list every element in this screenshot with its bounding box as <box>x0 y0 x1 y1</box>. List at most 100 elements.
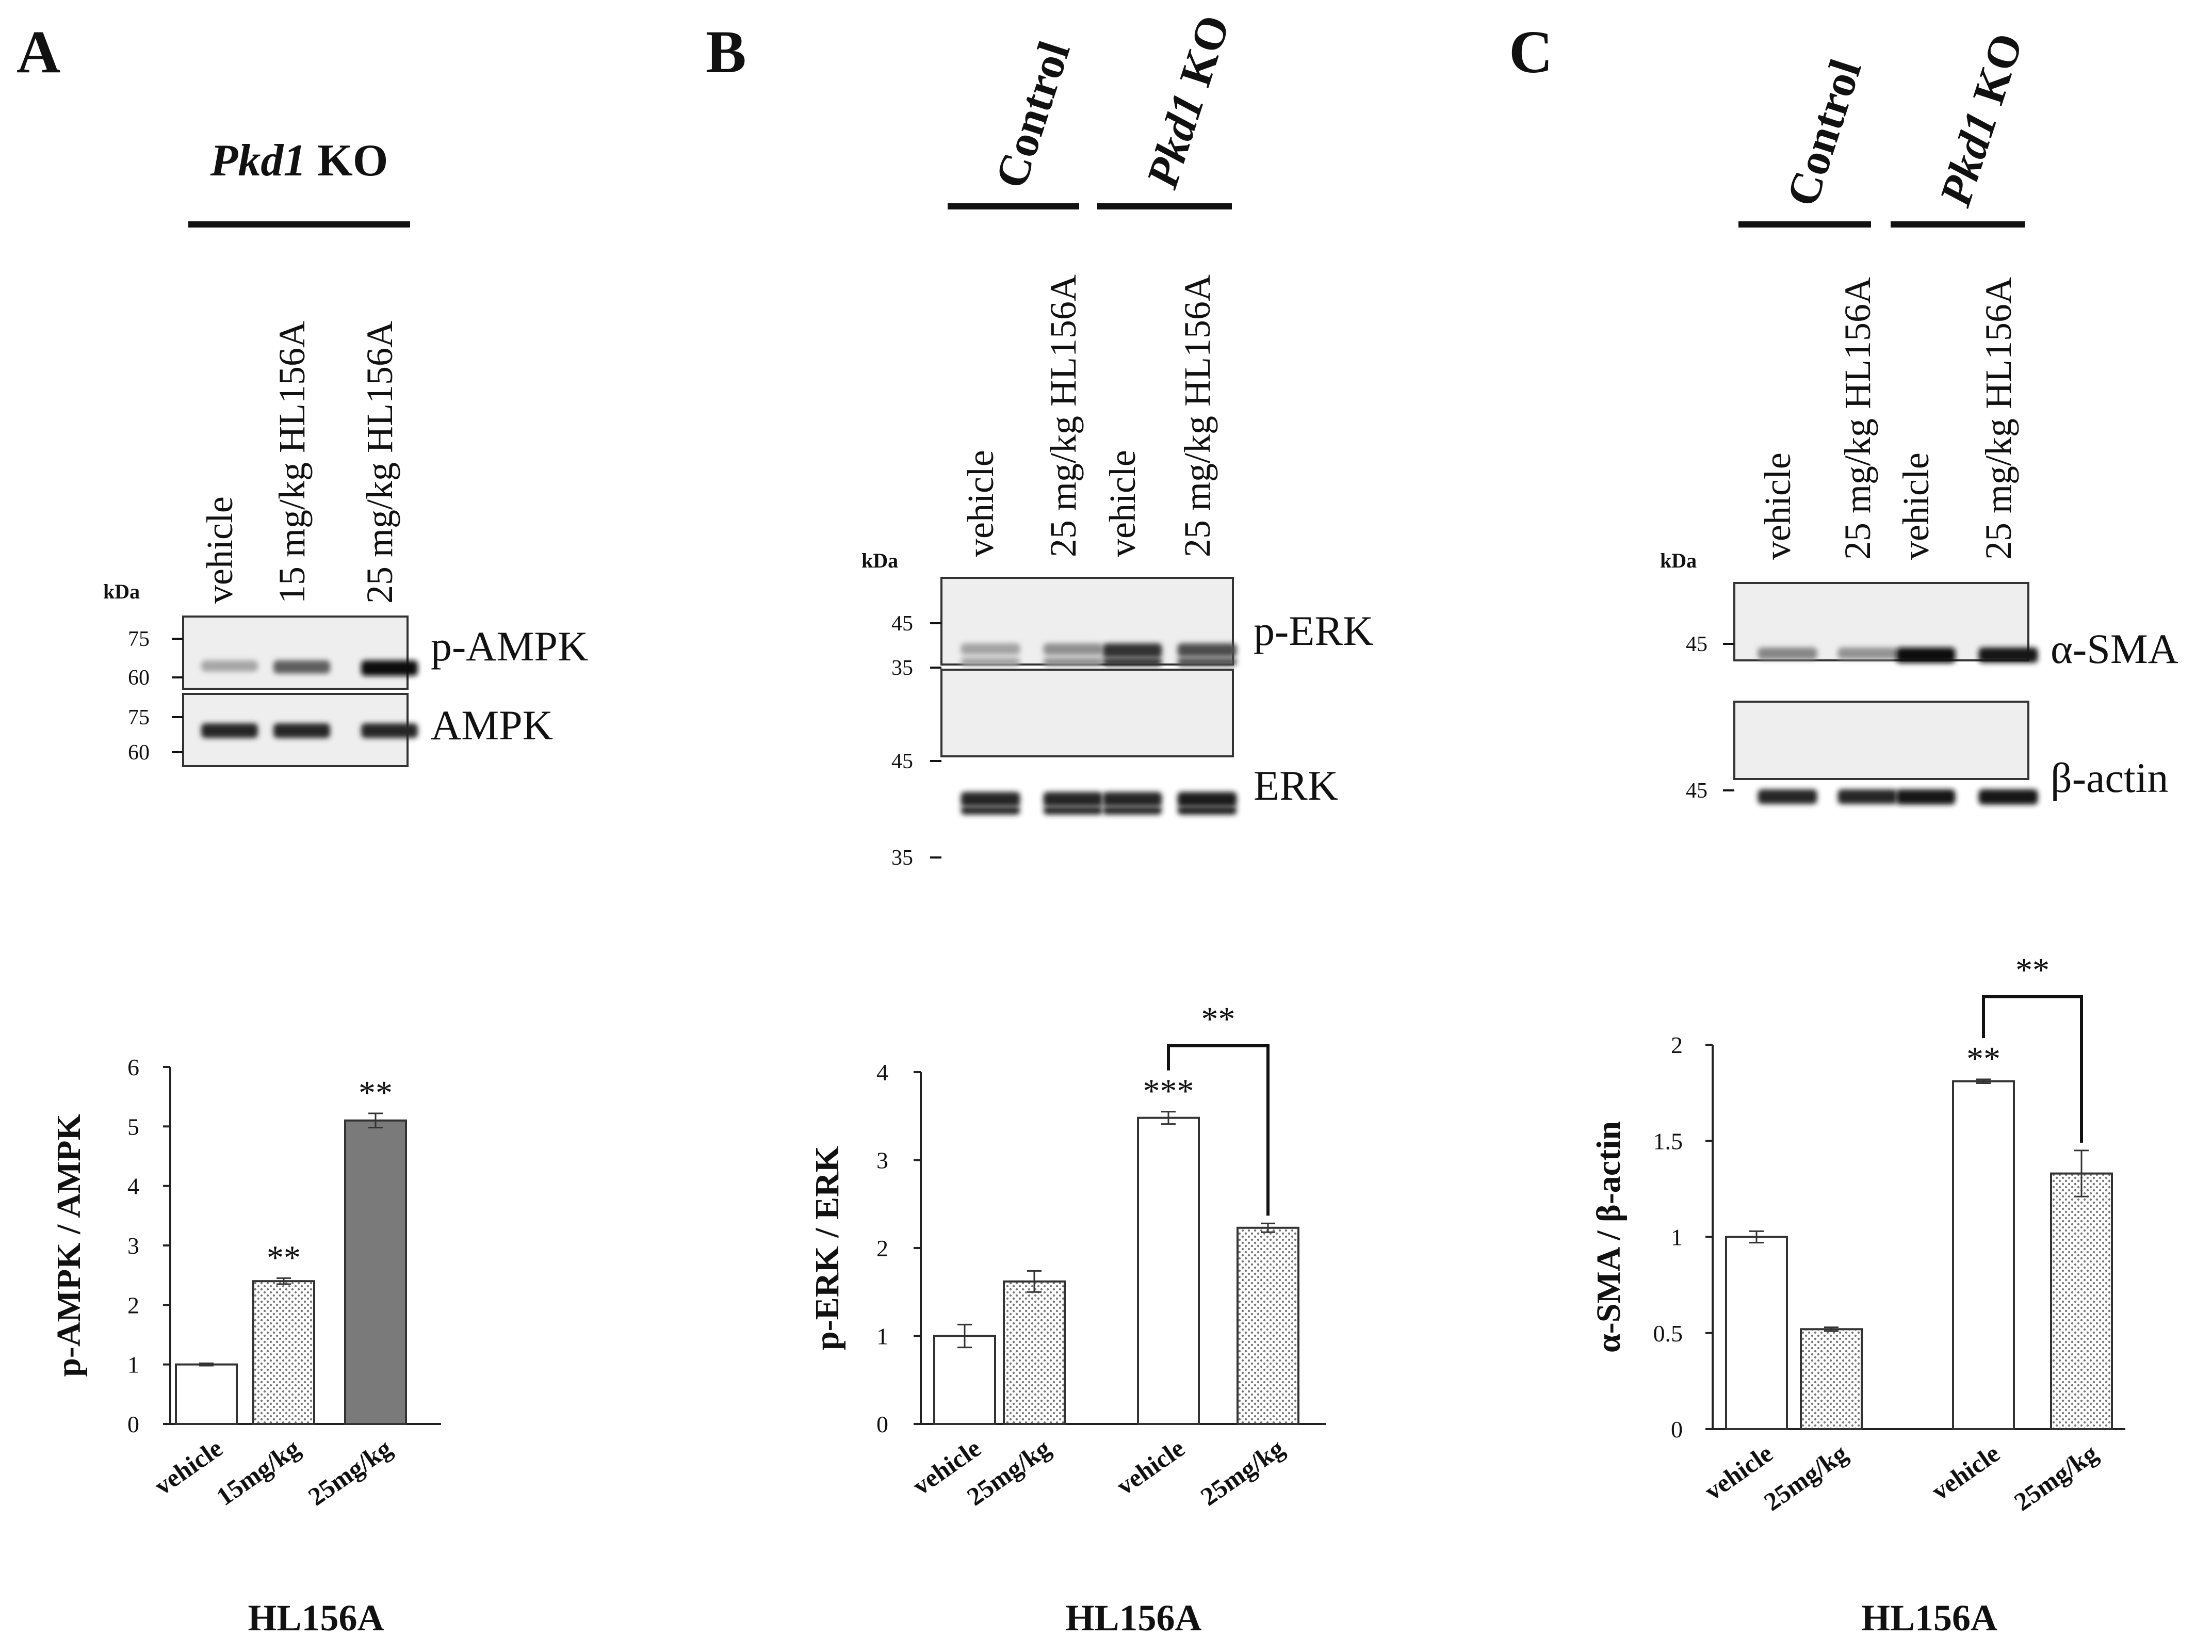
y-tick-label: 3 <box>876 1147 888 1174</box>
blot-band <box>1177 643 1237 657</box>
mw-marker: 45 <box>891 750 913 773</box>
y-axis-title: α-SMA / β-actin <box>1590 1121 1628 1353</box>
protein-label: p-ERK <box>1254 607 1373 654</box>
comparison-bracket <box>1982 995 2083 1143</box>
category-label: vehicle <box>1926 1438 2005 1505</box>
group-label-text: Control <box>1777 54 1871 212</box>
blot-band <box>1043 643 1103 655</box>
bar <box>933 1335 996 1425</box>
bar <box>1237 1226 1299 1425</box>
category-label: 25mg/kg <box>1759 1438 1852 1516</box>
mw-marker: 75 <box>128 627 150 651</box>
bar <box>1800 1328 1863 1431</box>
lane-label: 15 mg/kg HL156A <box>271 321 313 604</box>
blot-band <box>1758 647 1817 660</box>
category-label: 25mg/kg <box>303 1433 397 1511</box>
blot-band <box>1837 647 1897 659</box>
blot-band <box>1978 647 2038 663</box>
blot-panel-a: Pkd1 KO vehicle 15 mg/kg HL156A 25 mg/kg HL… <box>103 136 588 767</box>
category-label: 25mg/kg <box>1195 1433 1289 1511</box>
y-tick-label: 1 <box>876 1323 888 1350</box>
y-tick-label: 0 <box>1671 1416 1683 1443</box>
blot-band <box>1177 658 1237 666</box>
blot-band <box>1043 806 1103 815</box>
y-tick-label: 1.5 <box>1653 1128 1683 1154</box>
blot-band <box>201 723 258 738</box>
lane-label: 25 mg/kg HL156A <box>1837 277 1878 560</box>
y-tick-label: 5 <box>127 1113 139 1140</box>
significance-label: ** <box>1966 1040 2000 1078</box>
y-tick-label: 2 <box>1671 1032 1683 1058</box>
bar <box>2050 1172 2113 1430</box>
group-label-italic: Pkd1 <box>1137 88 1214 195</box>
group-label: Pkd1 KO <box>210 136 388 186</box>
y-tick-label: 4 <box>876 1059 888 1086</box>
significance-label: ** <box>267 1239 301 1276</box>
mw-marker: 35 <box>891 656 913 680</box>
y-tick-label: 1 <box>1671 1224 1683 1251</box>
y-tick-label: 2 <box>127 1292 139 1318</box>
bar <box>1725 1236 1788 1430</box>
y-tick-label: 1 <box>127 1352 139 1378</box>
mw-marker: 35 <box>891 846 913 870</box>
blot-band <box>1043 658 1103 666</box>
group-label-italic: Pkd1 <box>1930 106 2007 213</box>
lane-label: vehicle <box>1757 452 1798 560</box>
bracket-significance: ** <box>1201 1000 1235 1038</box>
y-tick-label: 4 <box>127 1173 139 1200</box>
y-tick-label: 3 <box>127 1233 139 1259</box>
y-axis-title: p-AMPK / AMPK <box>50 1114 88 1377</box>
y-tick-label: 0.5 <box>1653 1320 1683 1347</box>
category-label: vehicle <box>1111 1433 1190 1500</box>
group-label-text: KO <box>1960 27 2032 121</box>
kda-label: kDa <box>103 580 140 603</box>
y-tick-label: 6 <box>127 1054 139 1080</box>
blot-band <box>361 660 418 676</box>
y-tick-label: 2 <box>876 1235 888 1261</box>
protein-label: ERK <box>1254 762 1338 809</box>
lane-label: vehicle <box>199 496 240 604</box>
x-axis-title: HL156A <box>248 1597 384 1639</box>
blot-band <box>1102 658 1162 666</box>
blot-band <box>201 660 258 672</box>
category-label: 15mg/kg <box>211 1433 305 1511</box>
blot-band <box>1758 789 1817 804</box>
blot-band <box>1102 643 1162 658</box>
group-label-italic: Pkd1 <box>210 136 306 186</box>
blot-band <box>1043 792 1103 807</box>
lane-label: vehicle <box>1102 450 1143 557</box>
blot-band <box>273 723 330 738</box>
blot-membrane <box>940 669 1234 757</box>
bracket-significance: ** <box>2015 951 2050 989</box>
blot-band <box>1896 647 1956 663</box>
bar-charts: 0 1 2 3 4 5 6 p-AMPK / AMPK vehicle ** 15mg/kg ** 25… <box>50 951 2125 1639</box>
category-label: 25mg/kg <box>2009 1438 2103 1516</box>
significance-label: ** <box>359 1074 393 1112</box>
lane-label: 25 mg/kg HL156A <box>1177 274 1218 557</box>
x-axis-title: HL156A <box>1861 1597 1997 1639</box>
bar <box>344 1119 407 1426</box>
y-axis-title: p-ERK / ERK <box>808 1146 846 1350</box>
protein-label: p-AMPK <box>431 623 588 670</box>
blot-band <box>1978 789 2038 805</box>
blot-band <box>1102 792 1162 807</box>
group-label-text: KO <box>1167 9 1240 103</box>
blot-band <box>1837 789 1897 804</box>
mw-marker: 75 <box>128 706 150 730</box>
lane-label: 25 mg/kg HL156A <box>1978 277 2019 560</box>
mw-marker: 45 <box>1686 779 1707 803</box>
bar <box>1952 1080 2015 1430</box>
blot-band <box>1177 792 1237 807</box>
blot-band <box>1177 806 1237 815</box>
x-axis-title: HL156A <box>1065 1597 1201 1639</box>
comparison-bracket <box>1167 1044 1270 1216</box>
western-blots: Pkd1 KO vehicle 15 mg/kg HL156A 25 mg/kg HL… <box>103 9 2178 870</box>
y-tick-label: 0 <box>876 1411 888 1437</box>
blot-band <box>961 792 1020 807</box>
significance-label: *** <box>1143 1073 1194 1110</box>
mw-marker: 60 <box>128 741 150 765</box>
group-label-text: Control <box>986 36 1080 194</box>
bar <box>1003 1280 1066 1426</box>
